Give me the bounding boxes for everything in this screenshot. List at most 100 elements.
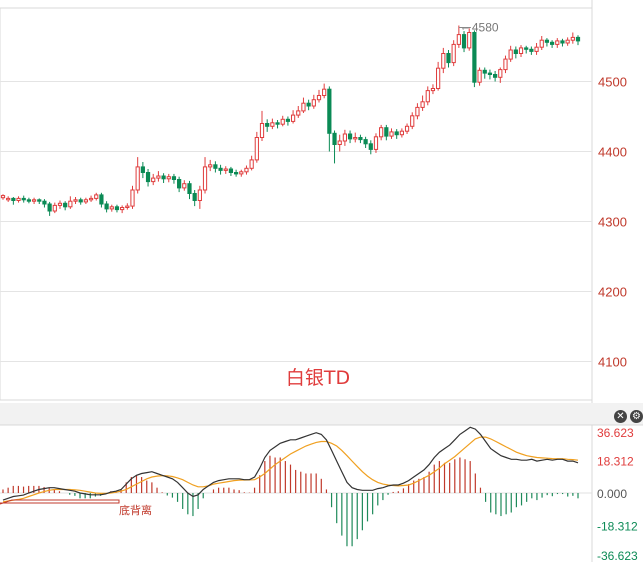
candle-body [37, 199, 42, 202]
divergence-box [0, 499, 120, 505]
candle-body [301, 102, 306, 112]
candle-body [539, 39, 544, 48]
candle-body [358, 137, 363, 141]
macd-tick-label: -18.312 [597, 520, 638, 534]
candle-body [26, 199, 32, 202]
candle-body [560, 40, 565, 44]
candle-body [441, 53, 446, 69]
candle-body [353, 137, 358, 140]
candle-body [265, 123, 270, 127]
candle-body [239, 171, 244, 175]
candle-body [394, 131, 399, 136]
candle-body [513, 49, 518, 54]
candle-body [524, 47, 529, 50]
macd-tick-label: -36.623 [597, 549, 638, 562]
candle-body [254, 137, 259, 161]
candle-body [290, 114, 296, 122]
candle-body [11, 197, 16, 201]
candle-body [78, 199, 83, 203]
candle-body [234, 172, 239, 175]
macd-tick-label: 0.000 [597, 487, 627, 501]
candle-body [410, 115, 415, 127]
candle-body [52, 204, 57, 212]
candle-body [529, 48, 534, 52]
candle-body [63, 202, 68, 208]
chart-title: 白银TD [286, 367, 350, 389]
candle-body [575, 36, 581, 42]
candle-body [94, 194, 99, 199]
candle-body [83, 199, 88, 203]
candle-body [68, 200, 73, 208]
candle-body [446, 53, 451, 64]
candle-body [135, 166, 140, 191]
candle-body [399, 130, 404, 136]
candle-body [472, 32, 477, 83]
candle-body [316, 95, 322, 101]
candle-body [384, 127, 389, 137]
candle-body [125, 205, 130, 209]
candle-body [342, 133, 347, 142]
candle-body [555, 40, 560, 45]
candle-body [322, 88, 327, 96]
candle-body [327, 88, 332, 134]
candle-body [73, 199, 78, 202]
candle-body [213, 164, 218, 169]
candle-body [151, 177, 156, 183]
candle-body [415, 106, 420, 117]
candle-body [244, 167, 249, 173]
candle-body [275, 122, 280, 125]
price-tick-label: 4400 [598, 145, 627, 160]
max-marker-arrow: ← [460, 22, 471, 34]
candle-body [373, 136, 379, 150]
candle-body [544, 39, 550, 43]
candle-body [461, 34, 467, 49]
candle-body [420, 101, 425, 108]
candle-body [208, 164, 213, 168]
candle-body [171, 176, 177, 180]
candle-body [518, 47, 524, 55]
candle-body [16, 197, 21, 201]
price-panel-border [0, 7, 593, 401]
candle-body [223, 168, 228, 171]
candle-body [182, 183, 187, 189]
candle-body [259, 123, 265, 138]
candle-body [57, 202, 63, 206]
candle-body [296, 110, 301, 116]
candle-body [467, 32, 472, 49]
candle-body [534, 46, 539, 52]
candle-body [404, 125, 410, 132]
candle-body [451, 43, 456, 64]
candle-body [425, 90, 430, 103]
price-tick-label: 4500 [598, 75, 627, 90]
candle-body [508, 49, 513, 60]
divergence-label: 底背离 [119, 503, 152, 517]
candle-body [482, 69, 487, 74]
candle-body [549, 41, 555, 45]
macd-tick-label: 18.312 [597, 454, 634, 468]
candle-body [130, 189, 135, 207]
max-marker-label: 4580 [472, 21, 499, 35]
candle-body [140, 166, 145, 173]
candle-body [487, 72, 493, 75]
candle-body [88, 197, 94, 201]
price-tick-label: 4200 [598, 285, 627, 300]
candle-body [379, 127, 384, 138]
candle-body [332, 132, 337, 146]
candle-body [120, 207, 125, 211]
candle-body [156, 175, 161, 179]
candle-body [306, 102, 311, 107]
close-icon[interactable]: ✕ [614, 410, 627, 423]
candle-body [228, 168, 234, 173]
candle-body [21, 197, 26, 201]
candle-body [311, 99, 316, 107]
candle-body [99, 194, 104, 205]
candle-body [192, 193, 197, 201]
candle-body [187, 183, 192, 194]
gear-icon[interactable]: ⚙ [630, 410, 643, 423]
candle-body [498, 69, 503, 78]
panel-toolbar [0, 403, 643, 425]
price-tick-label: 4300 [598, 215, 627, 230]
candle-body [202, 166, 208, 191]
candle-body [337, 140, 342, 145]
